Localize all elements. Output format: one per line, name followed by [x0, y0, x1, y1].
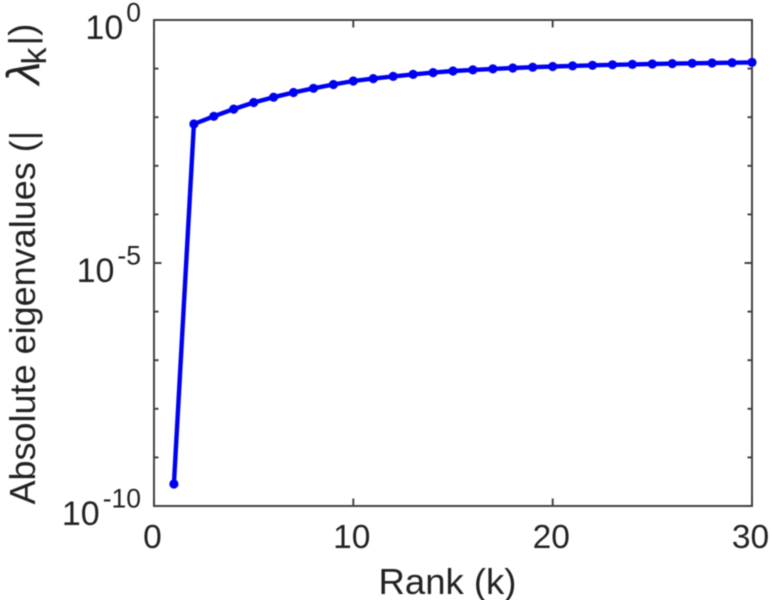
- svg-text:0: 0: [143, 519, 162, 556]
- svg-text:10: 10: [333, 519, 370, 556]
- svg-text:30: 30: [732, 519, 769, 556]
- svg-text:20: 20: [533, 519, 570, 556]
- svg-text:Rank (k): Rank (k): [379, 561, 517, 600]
